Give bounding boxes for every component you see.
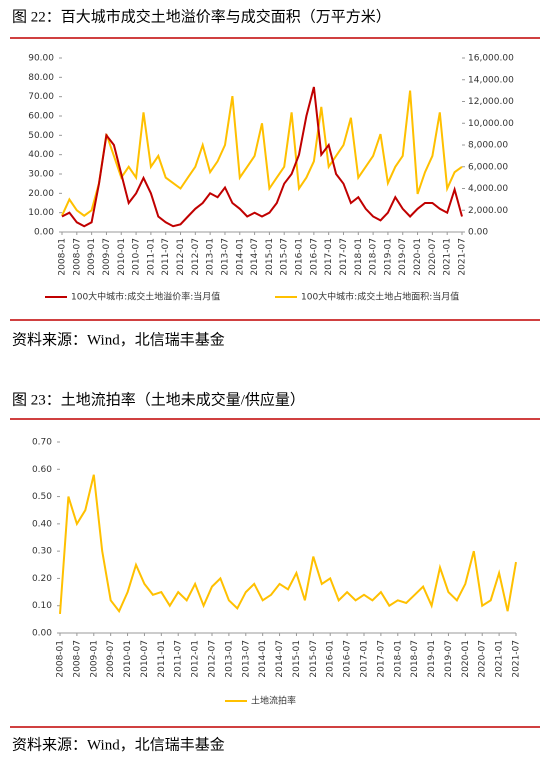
y2-tick-label: 16,000.00	[468, 54, 514, 64]
x-tick-label: 2021-01	[443, 238, 453, 276]
x-tick-label: 2010-01	[117, 238, 127, 276]
x-tick-label: 2011-07	[161, 238, 171, 276]
x-tick-label: 2020-01	[413, 238, 423, 276]
x-tick-label: 2020-07	[478, 640, 488, 678]
y2-tick-label: 10,000.00	[468, 119, 514, 129]
y2-tick-label: 12,000.00	[468, 97, 514, 107]
x-tick-label: 2012-01	[191, 640, 201, 678]
x-tick-label: 2011-01	[146, 238, 156, 276]
y-tick-label: 0.30	[32, 547, 52, 557]
x-tick-label: 2011-01	[157, 640, 167, 678]
x-tick-label: 2013-07	[241, 640, 251, 678]
x-tick-label: 2013-01	[224, 640, 234, 678]
series-line	[61, 90, 463, 217]
y-tick-label: 0.00	[34, 228, 54, 238]
x-tick-label: 2008-01	[56, 640, 66, 678]
y-tick-label: 0.10	[32, 601, 52, 611]
x-tick-label: 2020-07	[428, 238, 438, 276]
x-tick-label: 2015-01	[265, 238, 275, 276]
y-tick-label: 0.20	[32, 574, 52, 584]
x-tick-label: 2019-07	[444, 640, 454, 678]
y-tick-label: 10.00	[28, 208, 54, 218]
y-tick-label: 30.00	[28, 170, 54, 180]
x-tick-label: 2008-07	[72, 238, 82, 276]
figure-title: 图 23：土地流拍率（土地未成交量/供应量）	[12, 390, 305, 408]
x-tick-label: 2017-07	[339, 238, 349, 276]
series-line	[59, 474, 517, 614]
x-tick-label: 2013-07	[220, 238, 230, 276]
x-tick-label: 2011-07	[174, 640, 184, 678]
x-tick-label: 2018-01	[393, 640, 403, 678]
x-tick-label: 2016-07	[343, 640, 353, 678]
legend-label: 100大中城市:成交土地占地面积:当月值	[301, 291, 459, 303]
x-tick-label: 2010-01	[123, 640, 133, 678]
x-tick-label: 2009-01	[87, 238, 97, 276]
legend-label: 土地流拍率	[251, 695, 296, 707]
y-tick-label: 70.00	[28, 92, 54, 102]
y-tick-label: 0.70	[32, 438, 52, 448]
y2-tick-label: 14,000.00	[468, 75, 514, 85]
x-tick-label: 2009-07	[106, 640, 116, 678]
x-tick-label: 2014-07	[250, 238, 260, 276]
x-tick-label: 2018-07	[410, 640, 420, 678]
x-tick-label: 2014-01	[235, 238, 245, 276]
x-tick-label: 2014-01	[258, 640, 268, 678]
series-line	[61, 86, 463, 228]
x-tick-label: 2020-01	[461, 640, 471, 678]
x-tick-label: 2015-07	[309, 640, 319, 678]
y-tick-label: 0.50	[32, 492, 52, 502]
y-tick-label: 40.00	[28, 150, 54, 160]
y-tick-label: 0.00	[32, 629, 52, 639]
x-tick-label: 2021-07	[512, 640, 522, 678]
y-tick-label: 0.60	[32, 465, 52, 475]
figure-title: 图 22：百大城市成交土地溢价率与成交面积（万平方米）	[12, 7, 391, 25]
y2-tick-label: 6,000.00	[468, 162, 508, 172]
source: 资料来源：Wind，北信瑞丰基金	[12, 331, 225, 348]
x-tick-label: 2012-07	[191, 238, 201, 276]
x-tick-label: 2017-01	[360, 640, 370, 678]
y2-tick-label: 8,000.00	[468, 141, 508, 151]
y-tick-label: 60.00	[28, 112, 54, 122]
x-tick-label: 2019-07	[398, 238, 408, 276]
x-tick-label: 2012-07	[208, 640, 218, 678]
x-tick-label: 2015-07	[280, 238, 290, 276]
x-tick-label: 2021-07	[458, 238, 468, 276]
x-tick-label: 2008-07	[72, 640, 82, 678]
y-tick-label: 50.00	[28, 131, 54, 141]
x-tick-label: 2019-01	[383, 238, 393, 276]
x-tick-label: 2014-07	[275, 640, 285, 678]
x-tick-label: 2017-07	[376, 640, 386, 678]
x-tick-label: 2015-01	[292, 640, 302, 678]
legend-label: 100大中城市:成交土地溢价率:当月值	[71, 291, 220, 303]
x-tick-label: 2010-07	[132, 238, 142, 276]
x-tick-label: 2018-07	[369, 238, 379, 276]
x-tick-label: 2021-01	[495, 640, 505, 678]
y-tick-label: 90.00	[28, 54, 54, 64]
x-tick-label: 2018-01	[354, 238, 364, 276]
x-tick-label: 2008-01	[58, 238, 68, 276]
y-tick-label: 20.00	[28, 189, 54, 199]
y2-tick-label: 4,000.00	[468, 184, 508, 194]
y2-tick-label: 2,000.00	[468, 206, 508, 216]
y-tick-label: 0.40	[32, 519, 52, 529]
x-tick-label: 2013-01	[206, 238, 216, 276]
x-tick-label: 2009-07	[102, 238, 112, 276]
x-tick-label: 2017-01	[324, 238, 334, 276]
x-tick-label: 2009-01	[89, 640, 99, 678]
x-tick-label: 2016-01	[295, 238, 305, 276]
x-tick-label: 2016-07	[309, 238, 319, 276]
y-tick-label: 80.00	[28, 73, 54, 83]
source: 资料来源：Wind，北信瑞丰基金	[12, 736, 225, 753]
y2-tick-label: 0.00	[468, 228, 488, 238]
x-tick-label: 2010-07	[140, 640, 150, 678]
x-tick-label: 2019-01	[427, 640, 437, 678]
x-tick-label: 2012-01	[176, 238, 186, 276]
x-tick-label: 2016-01	[326, 640, 336, 678]
